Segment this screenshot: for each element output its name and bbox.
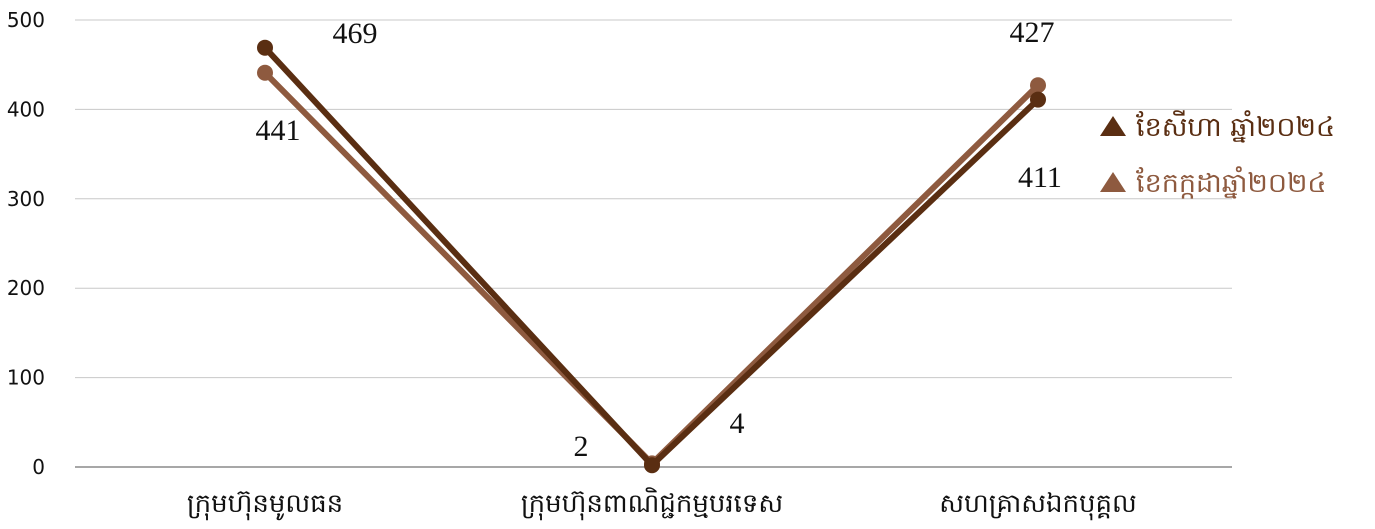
x-category-label: ក្រុមហ៊ុនពាណិជ្ជកម្មបរទេស [521, 487, 783, 521]
y-tick-label: 300 [7, 187, 45, 211]
data-label: 469 [333, 17, 378, 50]
data-label: 411 [1018, 161, 1062, 194]
data-label: 4 [730, 407, 745, 440]
data-point [1030, 91, 1046, 108]
data-label: 441 [256, 114, 301, 147]
y-tick-label: 0 [32, 455, 45, 479]
y-tick-label: 500 [7, 8, 45, 32]
data-labels: 469 2 411 441 4 427 [256, 16, 1062, 463]
legend-marker-icon [1100, 116, 1126, 136]
y-tick-label: 100 [7, 366, 45, 390]
data-point [257, 39, 273, 56]
x-category-label: សហគ្រាសឯកបុគ្គល [939, 489, 1137, 521]
y-axis-ticks: 0 100 200 300 400 500 [7, 8, 45, 479]
x-category-label: ក្រុមហ៊ុនមូលធន [187, 489, 343, 521]
legend-item-label: ខែកក្កដាឆ្នាំ២០២៤ [1136, 166, 1327, 199]
series-lines [257, 39, 1046, 474]
data-label: 2 [574, 430, 589, 463]
data-label: 427 [1010, 16, 1055, 49]
series-line [262, 69, 1041, 467]
y-tick-label: 200 [7, 276, 45, 300]
data-point [644, 457, 660, 474]
data-point [257, 64, 273, 81]
y-tick-label: 400 [7, 97, 45, 121]
data-point [1030, 77, 1046, 94]
grid-lines [75, 19, 1232, 468]
legend-item-label: ខែសីហា ឆ្នាំ២០២៤ [1136, 110, 1335, 143]
legend-marker-icon [1100, 172, 1126, 192]
x-axis-categories: ក្រុមហ៊ុនមូលធន ក្រុមហ៊ុនពាណិជ្ជកម្មបរទេស ស… [187, 487, 1137, 521]
series-line [262, 44, 1041, 469]
